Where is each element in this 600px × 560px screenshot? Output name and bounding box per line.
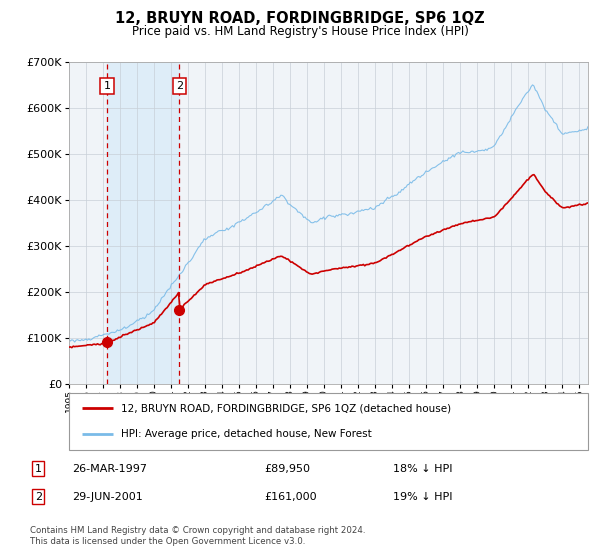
Text: 1: 1 — [103, 81, 110, 91]
Bar — [107, 62, 179, 384]
Text: 19% ↓ HPI: 19% ↓ HPI — [392, 492, 452, 502]
FancyBboxPatch shape — [69, 393, 588, 450]
Text: 2: 2 — [35, 492, 42, 502]
Text: 2: 2 — [176, 81, 183, 91]
Text: Price paid vs. HM Land Registry's House Price Index (HPI): Price paid vs. HM Land Registry's House … — [131, 25, 469, 38]
Text: 18% ↓ HPI: 18% ↓ HPI — [392, 464, 452, 474]
Text: 26-MAR-1997: 26-MAR-1997 — [72, 464, 147, 474]
Text: 29-JUN-2001: 29-JUN-2001 — [72, 492, 143, 502]
Text: 12, BRUYN ROAD, FORDINGBRIDGE, SP6 1QZ (detached house): 12, BRUYN ROAD, FORDINGBRIDGE, SP6 1QZ (… — [121, 403, 451, 413]
Text: £89,950: £89,950 — [265, 464, 310, 474]
Text: 12, BRUYN ROAD, FORDINGBRIDGE, SP6 1QZ: 12, BRUYN ROAD, FORDINGBRIDGE, SP6 1QZ — [115, 11, 485, 26]
Text: Contains HM Land Registry data © Crown copyright and database right 2024.
This d: Contains HM Land Registry data © Crown c… — [30, 526, 365, 546]
Text: 1: 1 — [35, 464, 42, 474]
Text: HPI: Average price, detached house, New Forest: HPI: Average price, detached house, New … — [121, 430, 371, 440]
Text: £161,000: £161,000 — [265, 492, 317, 502]
